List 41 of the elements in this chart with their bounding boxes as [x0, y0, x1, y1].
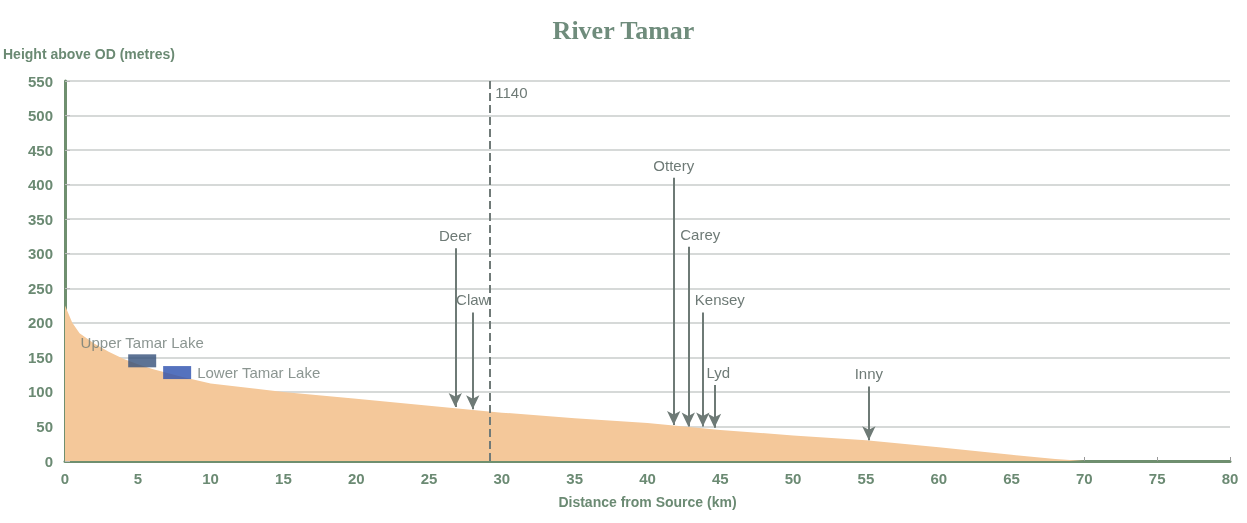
x-tick-label: 5: [133, 470, 142, 487]
annotation: Claw: [456, 291, 490, 309]
x-tick-label: 80: [1221, 470, 1239, 487]
annotation: Lyd: [706, 364, 731, 381]
x-tick-label: 50: [784, 470, 802, 487]
y-tick-label: 150: [27, 348, 53, 366]
annotation: Ottery: [653, 156, 695, 174]
x-tick-label: 70: [1076, 470, 1093, 487]
x-tick-label: 25: [420, 470, 438, 487]
x-tick-label: 0: [60, 470, 70, 487]
x-tick-label: 10: [202, 470, 219, 487]
annotation: 1140: [495, 84, 528, 101]
y-tick-label: 350: [27, 210, 53, 228]
y-tick-label: 250: [27, 279, 53, 297]
y-tick-label: 450: [27, 141, 53, 159]
x-tick-label: 15: [275, 470, 292, 487]
annotation: Inny: [854, 365, 884, 383]
annotation: Deer: [439, 227, 472, 245]
y-tick-label: 400: [27, 176, 53, 194]
y-tick-label: 50: [36, 417, 53, 435]
x-tick-label: 55: [857, 470, 875, 487]
y-tick-label: 0: [44, 452, 53, 470]
x-tick-label: 75: [1148, 470, 1166, 487]
x-tick-label: 30: [493, 470, 511, 487]
annotation: Carey: [680, 225, 721, 243]
annotation: Kensey: [694, 291, 746, 309]
x-tick-label: 40: [639, 470, 656, 487]
x-tick-label: 35: [566, 470, 584, 487]
y-tick-label: 500: [27, 107, 53, 125]
series-label: Lower Tamar Lake: [197, 364, 321, 382]
y-tick-label: 200: [27, 314, 53, 332]
y-tick-label: 300: [27, 245, 53, 263]
x-tick-label: 65: [1003, 470, 1020, 487]
x-tick-label: 45: [711, 470, 729, 487]
x-tick-label: 20: [347, 470, 365, 487]
x-axis-title: Distance from Source (km): [558, 494, 737, 510]
y-tick-label: 550: [27, 72, 53, 90]
y-tick-label: 100: [27, 383, 53, 401]
y-axis-title: Height above OD (metres): [3, 46, 175, 62]
x-tick-label: 60: [930, 470, 948, 487]
chart-title: River Tamar: [552, 15, 695, 45]
